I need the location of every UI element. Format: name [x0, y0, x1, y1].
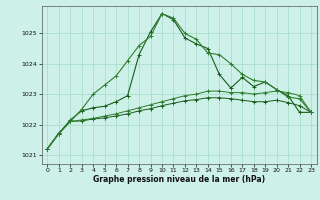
X-axis label: Graphe pression niveau de la mer (hPa): Graphe pression niveau de la mer (hPa): [93, 175, 265, 184]
